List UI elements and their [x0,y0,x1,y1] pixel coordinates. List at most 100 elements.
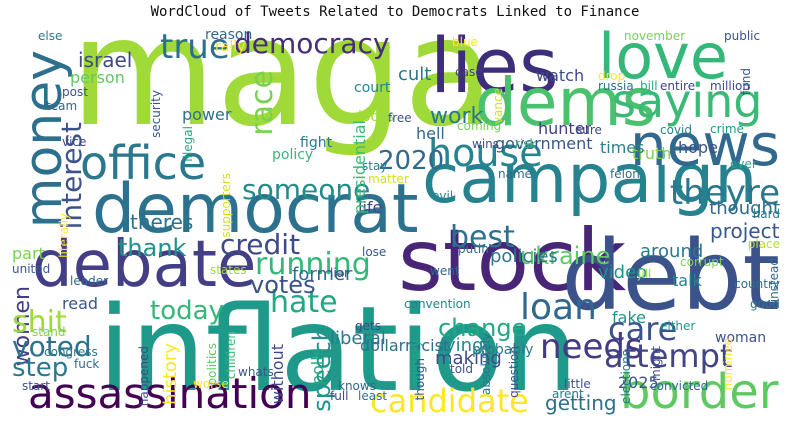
cloud-word: gets [355,319,381,333]
cloud-word: little [564,377,591,391]
cloud-word: best [450,220,515,255]
cloud-word: jill [638,267,652,281]
cloud-word: worse [193,377,229,391]
cloud-word: million [710,79,750,93]
cloud-word: russia [598,79,634,93]
cloud-word: fake [612,308,646,327]
cloud-word: november [624,29,686,43]
cloud-word: video [598,262,648,283]
cloud-word: government [495,134,593,153]
cloud-word: talk [672,271,702,290]
cloud-word: rally [215,39,246,55]
cloud-word: entire [660,79,696,93]
cloud-word: someone [242,173,371,206]
cloud-word: children [224,331,238,380]
cloud-word: attempt [604,337,733,375]
cloud-word: hope [678,138,718,157]
cloud-word: race [245,70,280,136]
cloud-word: around [640,241,704,262]
cloud-word: wins [472,137,500,151]
cloud-word: else [38,29,63,43]
cloud-word: vice [62,135,87,149]
cloud-word: dollarracist [360,336,450,355]
cloud-word: project [710,219,780,243]
cloud-word: israel [78,48,133,72]
cloud-word: polls [308,348,327,386]
cloud-word: liar [330,266,349,280]
cloud-word: though [413,358,427,401]
cloud-word: country [734,277,780,291]
cloud-word: congress [44,345,98,359]
cloud-word: court [354,80,391,96]
cloud-word: policy [272,147,314,163]
cloud-word: saying [612,74,763,128]
word-cloud: maga inflation lies stock debt campaign debate… [10,28,780,418]
cloud-word: life [358,198,383,217]
cloud-word: making [435,348,502,369]
cloud-word: whats [238,365,274,379]
cloud-word: knows [338,379,376,393]
cloud-word: credit [220,228,301,261]
cloud-word: risk [515,137,537,151]
cloud-word: inflation [98,280,579,418]
cloud-word: blue [452,35,478,49]
cloud-word: dems [475,64,657,141]
cloud-word: sure [576,123,602,137]
cloud-word: good [750,297,780,311]
cloud-word: hard [752,207,780,221]
cloud-word: fuck [74,357,100,371]
cloud-word: post [62,85,88,99]
cloud-word: place [747,237,780,251]
cloud-word: cult [398,64,432,85]
cloud-word: probably [472,342,534,358]
cloud-word: hunter [538,119,592,138]
cloud-word: democrat [92,170,419,249]
cloud-word: united [12,262,51,276]
cloud-word: 2025 [618,373,659,392]
cloud-word: lose [362,245,387,259]
cloud-word: went [430,264,460,278]
cloud-word: convicted [650,379,709,393]
cloud-word: literally [57,213,71,258]
cloud-word: told [450,362,473,376]
cloud-word: crime [710,122,744,136]
cloud-word: border [620,364,779,418]
cloud-word: covid [660,123,692,137]
cloud-word: shit [12,305,67,340]
cloud-word: coming [457,119,502,133]
cloud-word: security [149,90,163,138]
cloud-word: votes [250,271,316,299]
cloud-word: getting [545,391,617,415]
cloud-word: today [150,296,224,326]
cloud-word: loan [520,287,597,328]
cloud-word: debt [561,220,780,332]
cloud-word: states [210,263,247,277]
cloud-word: voted [12,330,92,363]
cloud-word: maga [70,28,496,160]
cloud-word: politics [205,343,219,386]
cloud-word: looks [358,109,395,125]
cloud-word: case [455,65,483,79]
cloud-word: watch [536,66,585,85]
cloud-word: work [430,104,484,129]
cloud-word: step [12,353,69,383]
cloud-word: liberal [330,328,386,349]
cloud-word: history [160,343,181,405]
cloud-word: happened [137,346,151,407]
cloud-word: times [600,138,645,157]
cloud-word: drop [598,69,626,83]
cloud-word: part [12,244,45,263]
cloud-word: care [608,310,678,348]
cloud-word: thank [118,234,187,262]
cloud-word: evil [432,189,454,203]
cloud-word: debate [32,228,257,302]
cloud-word: team [46,99,78,113]
cloud-word: theyre [669,173,780,213]
cloud-word: person [70,68,125,87]
cloud-word: house [428,131,543,175]
cloud-word: vance [491,88,505,125]
cloud-word: lies [430,28,559,110]
cloud-word: hate [270,285,338,320]
cloud-word: change [438,314,527,342]
cloud-word: lying [440,335,484,356]
